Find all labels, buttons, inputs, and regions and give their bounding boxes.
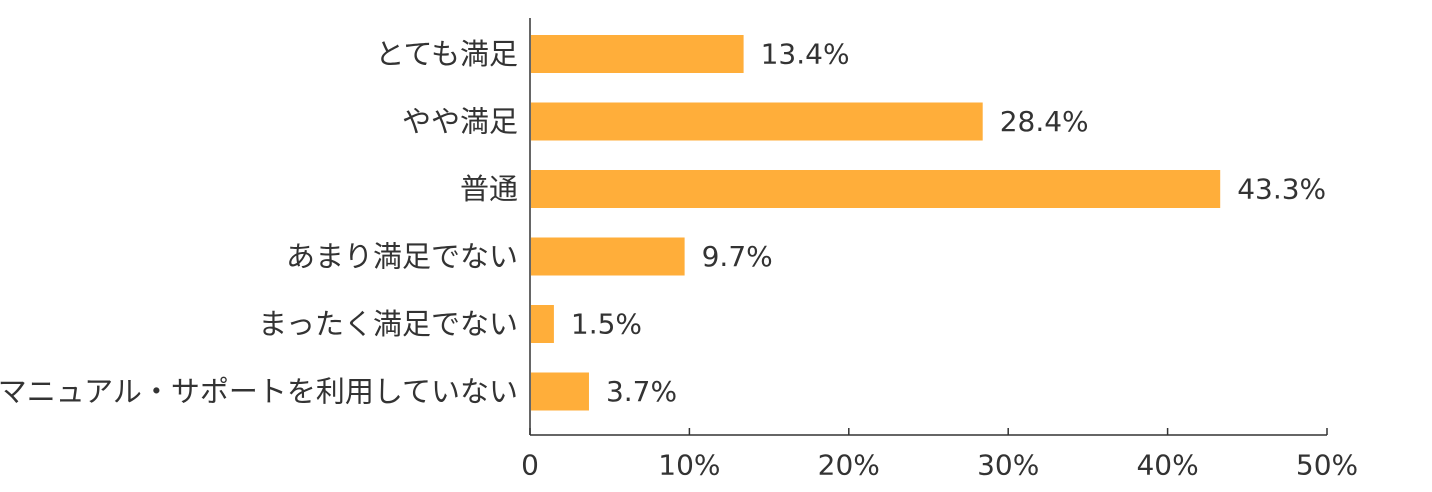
category-label-2: やや満足 [402, 105, 518, 139]
value-label-1: 13.4% [761, 38, 850, 71]
bar-2 [531, 102, 983, 141]
value-label-3: 43.3% [1237, 173, 1326, 206]
x-tick-label-3: 30% [977, 449, 1039, 482]
x-tick-label-4: 40% [1136, 449, 1198, 482]
bar-1 [531, 35, 744, 73]
bar-4 [531, 237, 685, 276]
category-label-1: とても満足 [375, 37, 518, 71]
category-label-4: あまり満足でない [286, 240, 518, 274]
category-label-6: マニュアル・サポートを利用していない [0, 375, 518, 409]
category-label-3: 普通 [460, 172, 518, 206]
x-tick-label-1: 10% [658, 449, 720, 482]
value-label-4: 9.7% [702, 240, 773, 273]
x-tick-label-2: 20% [818, 449, 880, 482]
category-label-5: まったく満足でない [258, 307, 518, 341]
bars-group [531, 35, 1221, 411]
labels-group: とても満足 13.4% やや満足 28.4% 普通 43.3% あまり満足でない 9.7% まっ… [0, 37, 1358, 482]
x-tick-label-5: 50% [1296, 449, 1358, 482]
bar-5 [531, 305, 554, 343]
value-label-6: 3.7% [606, 375, 677, 408]
axes-group [529, 18, 1328, 436]
bar-6 [531, 372, 589, 411]
x-tick-label-0: 0 [521, 449, 539, 482]
bar-3 [531, 170, 1221, 208]
value-label-5: 1.5% [571, 308, 642, 341]
value-label-2: 28.4% [1000, 105, 1089, 138]
